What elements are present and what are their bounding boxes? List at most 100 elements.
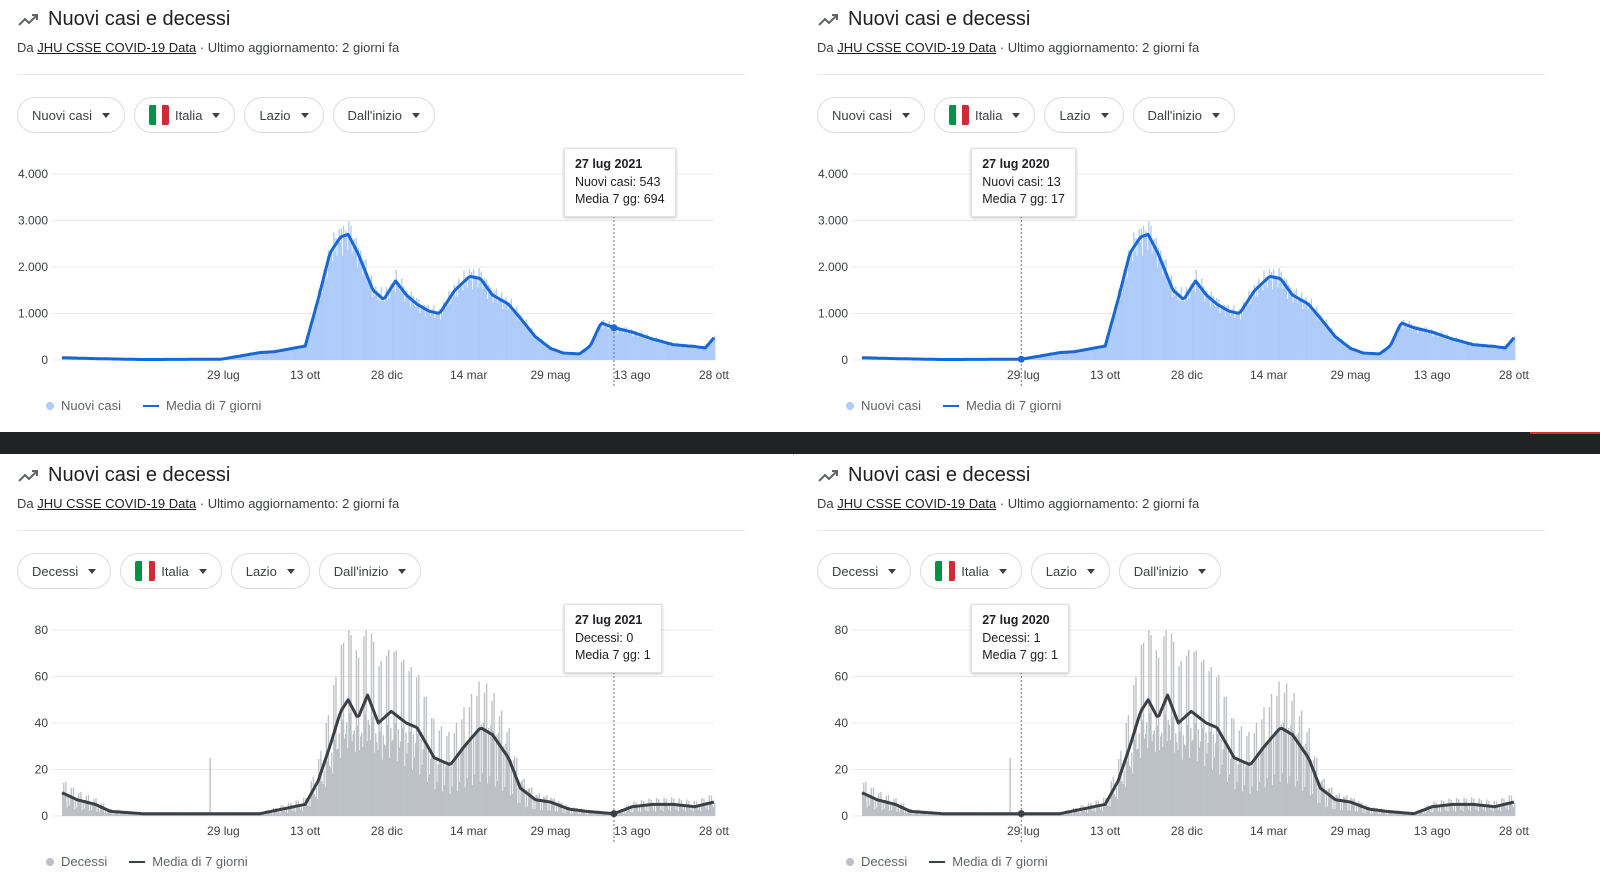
- average-line: [861, 693, 1515, 816]
- caret-down-icon: [1086, 568, 1095, 574]
- daily-bar: [1350, 797, 1352, 816]
- daily-bar: [1300, 292, 1303, 360]
- daily-bar: [463, 707, 465, 816]
- daily-bar: [338, 733, 340, 816]
- daily-bar: [548, 800, 550, 816]
- region-filter-chip[interactable]: Lazio: [244, 97, 324, 133]
- daily-bar: [708, 795, 710, 816]
- daily-bar: [1336, 795, 1338, 816]
- daily-bar: [273, 352, 276, 360]
- daily-bar: [1276, 695, 1278, 816]
- daily-bar: [310, 325, 312, 360]
- daily-bar: [389, 298, 391, 360]
- chart-card: Nuovi casi e decessi Da JHU CSSE COVID-1…: [0, 456, 800, 888]
- region-filter-chip[interactable]: Lazio: [230, 553, 310, 589]
- daily-bar: [646, 333, 648, 360]
- daily-bar: [445, 766, 447, 816]
- daily-bar: [1458, 799, 1460, 816]
- daily-bar: [641, 337, 644, 360]
- daily-bar: [1368, 352, 1371, 360]
- country-filter-chip[interactable]: Italia: [920, 553, 1022, 589]
- daily-bar: [247, 355, 249, 360]
- country-filter-chip[interactable]: Italia: [933, 97, 1036, 133]
- daily-bar: [662, 811, 664, 816]
- daily-bar: [370, 275, 373, 360]
- source-link[interactable]: JHU CSSE COVID-19 Data: [837, 496, 997, 511]
- daily-bar: [1288, 728, 1290, 816]
- daily-bar: [1375, 808, 1377, 816]
- legend-line-label: Media di 7 giorni: [152, 854, 248, 869]
- daily-bar: [1198, 289, 1201, 360]
- country-filter-chip[interactable]: Italia: [133, 97, 236, 133]
- period-filter-chip[interactable]: Dall'inizio: [318, 553, 422, 589]
- metric-filter-chip[interactable]: Decessi: [817, 553, 912, 589]
- metric-filter-chip[interactable]: Nuovi casi: [817, 97, 925, 133]
- daily-bar: [1322, 323, 1324, 360]
- metric-filter-chip[interactable]: Decessi: [17, 553, 112, 589]
- daily-bar: [1066, 812, 1068, 816]
- daily-bar: [1044, 354, 1047, 360]
- daily-bar: [1099, 348, 1102, 360]
- daily-bar: [571, 353, 574, 360]
- daily-bar: [583, 809, 586, 816]
- daily-bar: [1246, 303, 1248, 360]
- daily-bar: [1166, 281, 1168, 360]
- daily-bar: [1199, 290, 1202, 360]
- daily-bar: [1507, 809, 1509, 816]
- y-tick-label: 80: [835, 623, 849, 637]
- daily-bar: [488, 728, 490, 816]
- daily-bar: [921, 814, 923, 816]
- daily-bar: [562, 812, 564, 816]
- daily-bar: [376, 741, 378, 816]
- daily-bar: [434, 789, 436, 816]
- daily-bar: [711, 804, 714, 816]
- daily-bar: [1154, 247, 1157, 360]
- source-link[interactable]: JHU CSSE COVID-19 Data: [837, 40, 997, 55]
- source-link[interactable]: JHU CSSE COVID-19 Data: [37, 40, 197, 55]
- daily-bar: [435, 312, 437, 360]
- daily-bar: [364, 273, 366, 360]
- daily-bar: [1492, 811, 1494, 816]
- daily-bar: [1188, 290, 1190, 360]
- daily-bar: [1121, 781, 1123, 816]
- source-link[interactable]: JHU CSSE COVID-19 Data: [37, 496, 197, 511]
- daily-bar: [667, 343, 670, 360]
- daily-bar: [1497, 809, 1500, 816]
- daily-bar: [865, 781, 867, 816]
- region-filter-chip[interactable]: Lazio: [1044, 97, 1124, 133]
- daily-bar: [1186, 300, 1189, 360]
- daily-bar: [1116, 799, 1119, 816]
- daily-bar: [1423, 809, 1425, 816]
- daily-bar: [141, 815, 143, 816]
- daily-bar: [1075, 351, 1077, 360]
- daily-bar: [323, 269, 325, 360]
- period-filter-chip[interactable]: Dall'inizio: [332, 97, 436, 133]
- daily-bar: [1488, 344, 1490, 360]
- period-filter-chip[interactable]: Dall'inizio: [1132, 97, 1236, 133]
- daily-bar: [1164, 714, 1166, 816]
- daily-bar: [450, 295, 452, 360]
- metric-filter-chip[interactable]: Nuovi casi: [17, 97, 125, 133]
- country-filter-chip[interactable]: Italia: [120, 553, 222, 589]
- caret-down-icon: [286, 568, 295, 574]
- daily-bar: [495, 734, 497, 816]
- daily-bar: [1404, 323, 1406, 360]
- daily-bar: [553, 349, 556, 360]
- daily-bar: [1464, 804, 1466, 816]
- daily-bar: [1299, 741, 1302, 816]
- daily-bar: [620, 809, 622, 816]
- daily-bar: [1332, 334, 1334, 360]
- daily-bar: [1213, 304, 1216, 360]
- daily-bar: [486, 783, 489, 816]
- daily-bar: [453, 733, 456, 816]
- y-tick-label: 0: [41, 353, 48, 367]
- daily-bar: [397, 729, 400, 816]
- daily-bar: [79, 799, 81, 816]
- period-filter-chip[interactable]: Dall'inizio: [1118, 553, 1222, 589]
- x-tick-label: 28 ott: [1499, 368, 1530, 382]
- region-filter-chip[interactable]: Lazio: [1030, 553, 1110, 589]
